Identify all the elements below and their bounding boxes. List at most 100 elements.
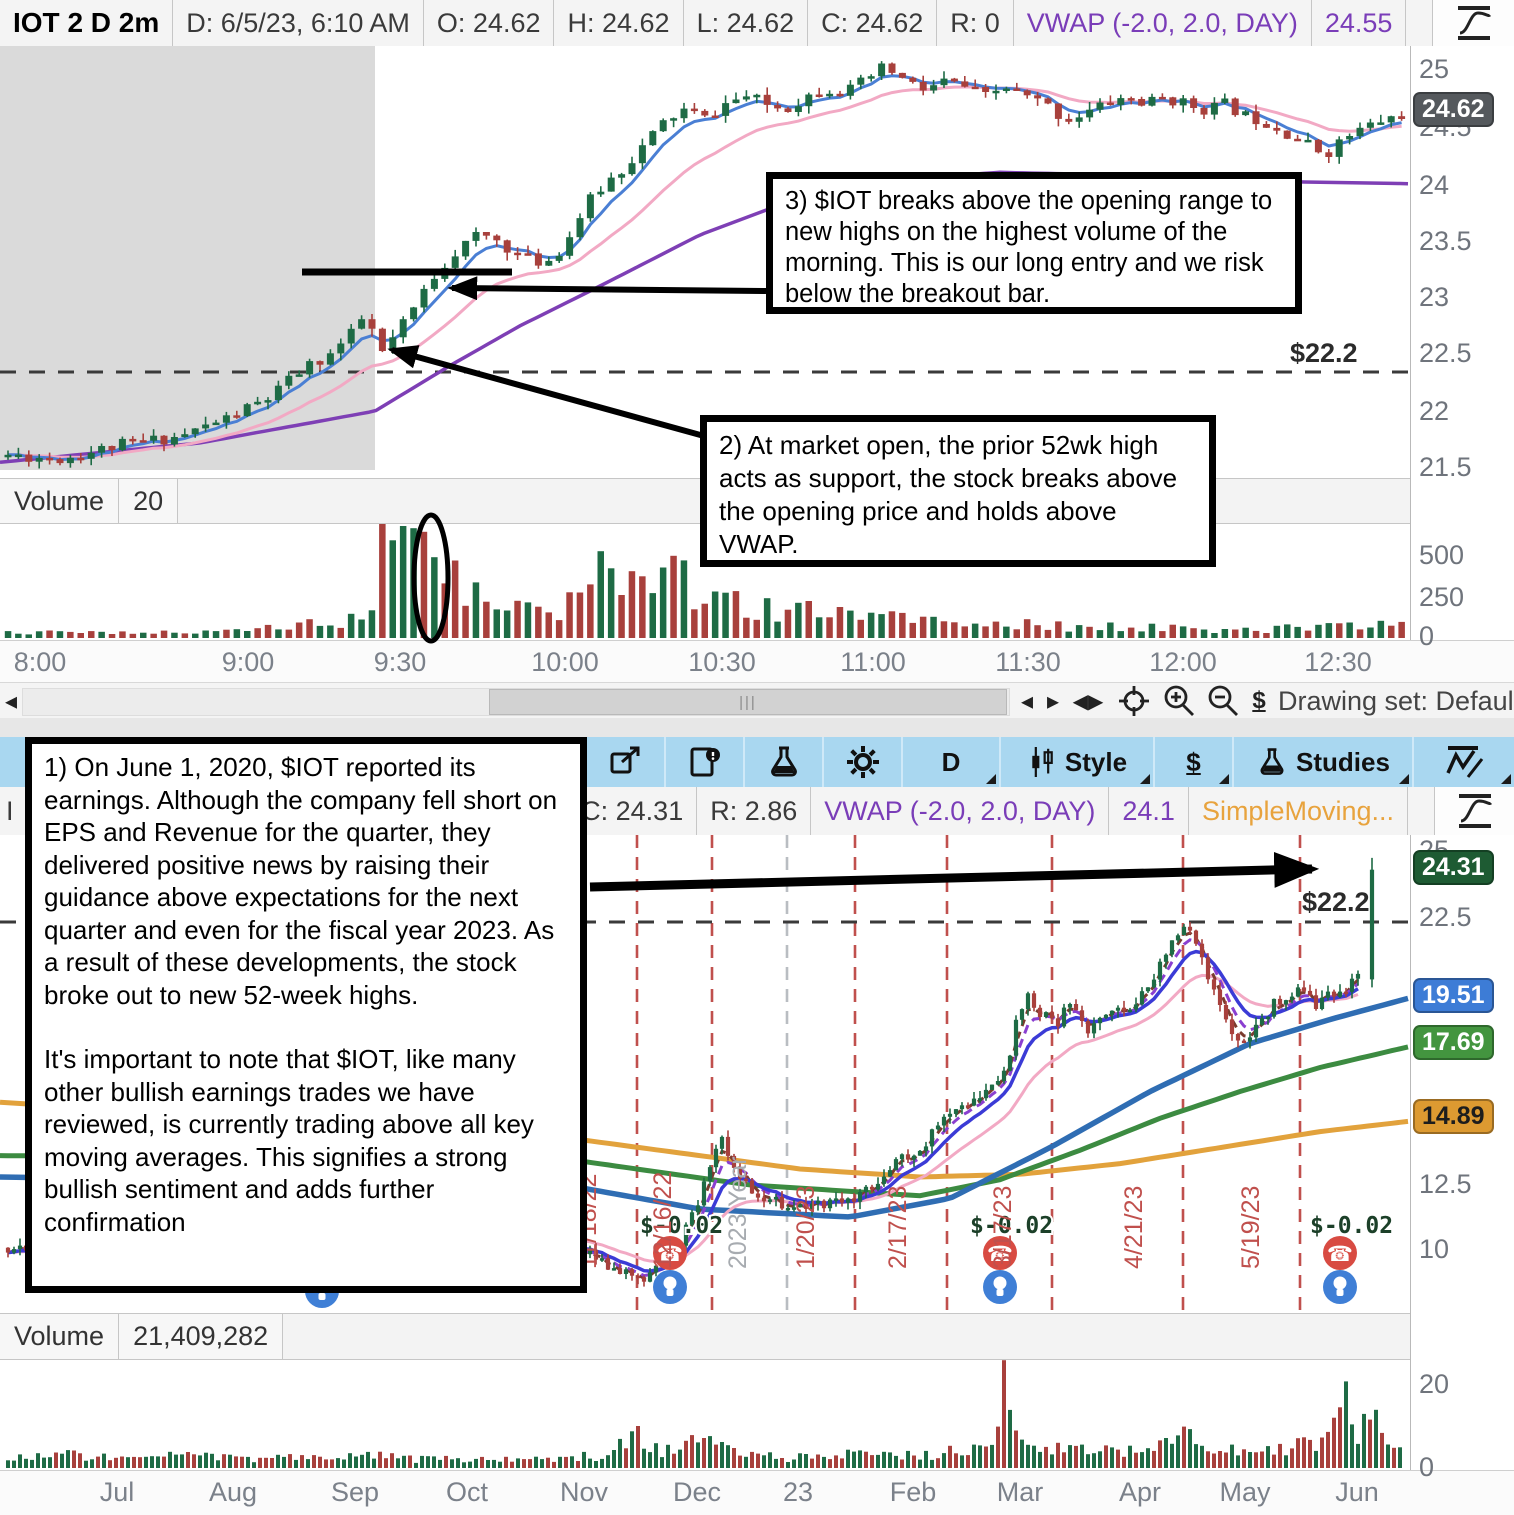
axis-tick-label: 500 <box>1419 540 1465 570</box>
axis-tick-label: 23 <box>1419 282 1450 312</box>
event-date-label: 2/17/23 <box>884 1185 912 1269</box>
zoom-in-icon[interactable] <box>1158 683 1200 719</box>
sma-study-label[interactable]: SimpleMoving... <box>1189 787 1409 835</box>
vwap-value: 24.55 <box>1312 0 1407 46</box>
price-markers-icon[interactable]: $ <box>1252 687 1266 714</box>
date-field: D: 6/5/23, 6:10 AM <box>173 0 424 46</box>
intraday-volume-pane[interactable] <box>0 522 1514 640</box>
zoom-out-icon[interactable] <box>1202 683 1244 719</box>
intraday-price-axis[interactable]: 25 24.5 24 23.5 23 22.5 22 21.5 500 250 0 24.62 <box>1410 46 1514 651</box>
style-dropdown[interactable]: Style <box>1001 737 1155 787</box>
time-tick-label: Mar <box>996 1477 1044 1507</box>
note-1-paragraph-2: It's important to note that $IOT, like m… <box>44 1044 534 1237</box>
earnings-marker[interactable]: $-0.02 ☎ <box>1308 1211 1395 1304</box>
dropdown-corner-icon <box>1501 774 1511 784</box>
event-date-label: 4/21/23 <box>1120 1185 1148 1269</box>
price-alerts-dropdown[interactable]: $ <box>1155 737 1234 787</box>
event-date-label: 12/16/22 <box>649 1171 677 1269</box>
axis-tick-label: 0 <box>1419 1452 1435 1482</box>
volume-pane-value: 21,409,282 <box>119 1314 284 1359</box>
news-button[interactable] <box>666 737 745 787</box>
chart-style-icon[interactable] <box>1432 0 1514 46</box>
daily-volume-header: Volume 21,409,282 <box>0 1313 1410 1360</box>
chart-style-icon[interactable] <box>1434 787 1514 835</box>
note-box-2[interactable]: 2) At market open, the prior 52wk high a… <box>700 415 1216 567</box>
level-price-label: $22.2 <box>1302 887 1370 917</box>
symbol-timeframe-label[interactable]: IOT 2 D 2m <box>0 0 174 46</box>
earnings-marker[interactable]: $-0.02 ☎ <box>968 1211 1055 1304</box>
expand-horizontal-icon[interactable]: ◀▶ <box>1072 690 1104 713</box>
time-tick-label: Jun <box>1335 1477 1379 1507</box>
time-tick-label: Apr <box>1118 1477 1162 1507</box>
eps-label: $-0.02 <box>1310 1213 1393 1239</box>
vwap-study-label[interactable]: VWAP (-2.0, 2.0, DAY) <box>811 787 1110 835</box>
drawing-set-label[interactable]: Drawing set: Default <box>1278 685 1514 716</box>
time-tick-label: 11:00 <box>840 647 906 677</box>
scrollbar-thumb[interactable]: ||| <box>489 689 1007 715</box>
earnings-marker[interactable]: $-0.02 ☎ <box>638 1211 725 1304</box>
time-tick-label: Nov <box>559 1477 609 1507</box>
volume-pane-label[interactable]: Volume <box>0 1314 120 1359</box>
studies-dropdown[interactable]: Studies <box>1234 737 1414 787</box>
pan-right-button[interactable]: ▸ <box>1046 687 1060 715</box>
dollar-label: $ <box>1186 746 1201 777</box>
axis-tick-label: 24 <box>1419 170 1450 200</box>
price-badge: 17.69 <box>1413 1025 1494 1060</box>
volume-header-spacer <box>283 1314 1410 1359</box>
intraday-volume-bars <box>4 524 1405 638</box>
time-tick-label: Jul <box>99 1477 135 1507</box>
drawings-dropdown[interactable] <box>1414 737 1514 787</box>
note-box-3[interactable]: 3) $IOT breaks above the opening range t… <box>766 172 1302 314</box>
pan-left-button[interactable]: ◂ <box>1020 687 1034 715</box>
indicators-button[interactable] <box>745 737 824 787</box>
dropdown-corner-icon <box>1219 774 1229 784</box>
vwap-study-label[interactable]: VWAP (-2.0, 2.0, DAY) <box>1014 0 1312 46</box>
studies-label: Studies <box>1296 746 1390 777</box>
scroll-left-button[interactable]: ◂ <box>4 687 18 715</box>
note-1-paragraph-1: 1) On June 1, 2020, $IOT reported its ea… <box>44 752 558 1010</box>
scrollbar-track[interactable]: ||| <box>22 688 1010 716</box>
earnings-call-icon[interactable] <box>983 1236 1017 1270</box>
daily-volume-pane[interactable] <box>0 1358 1514 1470</box>
earnings-call-icon[interactable] <box>1323 1236 1357 1270</box>
intraday-candles <box>4 61 1406 469</box>
axis-tick-label: 22.5 <box>1419 338 1472 368</box>
time-tick-label: 10:30 <box>688 647 756 677</box>
eps-label: $-0.02 <box>640 1213 723 1239</box>
daily-time-axis[interactable]: Jul Aug Sep Oct Nov Dec 23 Feb Mar Apr May Jun <box>0 1470 1514 1515</box>
event-date-label: 2023 Year <box>724 1156 752 1269</box>
axis-tick-label: 10 <box>1419 1234 1450 1264</box>
open-field: O: 24.62 <box>424 0 555 46</box>
volume-pane-label[interactable]: Volume <box>0 479 120 523</box>
time-tick-label: Aug <box>208 1477 258 1507</box>
axis-tick-label: 22.5 <box>1419 902 1472 932</box>
time-tick-label: May <box>1219 1477 1271 1507</box>
note-3-text: 3) $IOT breaks above the opening range t… <box>785 187 1273 309</box>
event-date-label: 1/20/23 <box>792 1185 820 1269</box>
note-box-1[interactable]: 1) On June 1, 2020, $IOT reported its ea… <box>25 737 587 1293</box>
high-field: H: 24.62 <box>554 0 684 46</box>
header-spacer <box>1408 787 1434 835</box>
time-tick-label: 23 <box>782 1477 814 1507</box>
intraday-chart-header: IOT 2 D 2m D: 6/5/23, 6:10 AM O: 24.62 H… <box>0 0 1514 47</box>
scrollbar-grip-icon: ||| <box>739 693 757 711</box>
timeframe-dropdown[interactable]: D <box>903 737 1001 787</box>
level-price-label: $22.2 <box>1290 338 1358 368</box>
axis-tick-label: 12.5 <box>1419 1169 1472 1199</box>
axis-tick-label: 25 <box>1419 54 1450 84</box>
crosshair-icon[interactable] <box>1114 683 1154 719</box>
vwap-value: 24.1 <box>1109 787 1189 835</box>
settings-button[interactable] <box>824 737 903 787</box>
intraday-time-axis[interactable]: 8:00 9:00 9:30 10:00 10:30 11:00 11:30 12:00 12:… <box>0 640 1514 683</box>
share-button[interactable] <box>587 737 666 787</box>
low-field: L: 24.62 <box>684 0 809 46</box>
earnings-call-icon[interactable] <box>653 1236 687 1270</box>
time-tick-label: Dec <box>672 1477 722 1507</box>
header-spacer <box>1406 0 1432 46</box>
style-label: Style <box>1064 746 1128 777</box>
panel-divider <box>0 718 1514 737</box>
time-tick-label: Oct <box>445 1477 489 1507</box>
time-tick-label: 8:00 <box>13 647 67 677</box>
